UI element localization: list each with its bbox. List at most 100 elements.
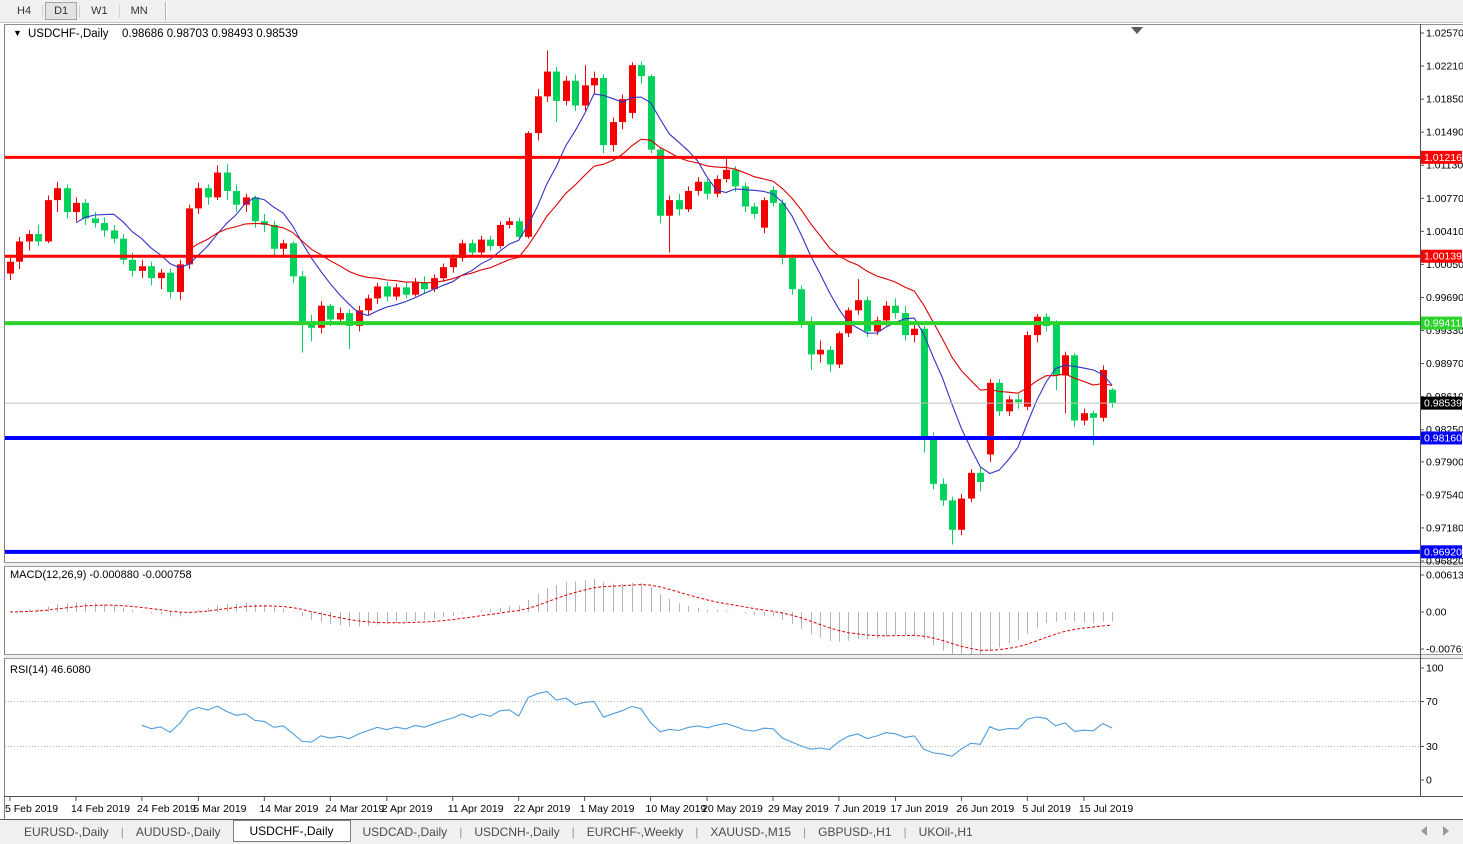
- candle-body: [1053, 325, 1060, 376]
- tab-separator: |: [903, 825, 907, 839]
- candle-body: [497, 224, 504, 247]
- symbol-collapse-icon[interactable]: ▼: [13, 28, 22, 38]
- tabs-scroll-left-button[interactable]: [1421, 823, 1427, 841]
- current-price-tag: [1421, 396, 1462, 410]
- candle-body: [808, 322, 815, 355]
- candle-body: [92, 218, 99, 224]
- candle-body: [591, 77, 598, 86]
- macd-indicator-label: MACD(12,26,9) -0.000880 -0.000758: [10, 569, 192, 581]
- candle-body: [139, 266, 146, 271]
- candle-body: [751, 206, 758, 214]
- candle-body: [111, 230, 118, 239]
- candle-body: [949, 500, 956, 530]
- candle-body: [82, 202, 89, 219]
- candle-body: [817, 349, 824, 355]
- candle-body: [940, 483, 947, 501]
- candle-body: [695, 181, 702, 191]
- candle-body: [987, 382, 994, 455]
- candle-body: [1109, 389, 1116, 404]
- candle-body: [836, 333, 843, 365]
- candle-body: [1015, 399, 1022, 403]
- candle-body: [1034, 316, 1041, 336]
- chart-tab-ukoil-h1[interactable]: UKOil-,H1: [918, 825, 973, 839]
- candle-body: [1090, 413, 1097, 418]
- candle-body: [1006, 399, 1013, 412]
- scroll-right-icon: [1443, 826, 1449, 836]
- ma-slow-line[interactable]: [188, 138, 1113, 394]
- price-axis-label: 1.02570: [1426, 28, 1463, 40]
- date-axis-label: 7 Jun 2019: [834, 803, 886, 815]
- candle-body: [544, 71, 551, 97]
- candle-body: [676, 200, 683, 210]
- candle-body: [393, 287, 400, 297]
- candle-body: [177, 264, 184, 292]
- chart-symbol-label: USDCHF-,Daily: [28, 28, 109, 40]
- timeframe-button-d1[interactable]: D1: [45, 2, 78, 20]
- timeframe-button-w1[interactable]: W1: [91, 5, 108, 17]
- chart-tab-usdcnh-daily[interactable]: USDCNH-,Daily: [474, 825, 560, 839]
- date-axis-label: 5 Jul 2019: [1022, 803, 1071, 815]
- time-axis-area[interactable]: [5, 796, 1420, 819]
- rsi-axis-label: 0: [1426, 775, 1432, 787]
- candle-body: [657, 149, 664, 216]
- chart-tab-audusd-daily[interactable]: AUDUSD-,Daily: [135, 825, 221, 839]
- chart-tab-xauusd-m15[interactable]: XAUUSD-,M15: [710, 825, 792, 839]
- toolbar-separator: [42, 4, 44, 18]
- candle-body: [619, 99, 626, 123]
- chart-window[interactable]: 1.025701.022101.018501.014901.011301.007…: [0, 0, 1463, 819]
- candle-body: [1100, 370, 1107, 418]
- candle-body: [26, 234, 33, 242]
- chart-shift-marker-icon[interactable]: [1131, 27, 1143, 34]
- date-axis-label: 5 Mar 2019: [193, 803, 246, 815]
- macd-axis-label: 0.00613: [1426, 570, 1463, 582]
- candle-body: [308, 323, 315, 328]
- price-axis-label: 0.96820: [1426, 556, 1463, 568]
- candle-body: [704, 181, 711, 194]
- date-axis-label: 17 Jun 2019: [890, 803, 948, 815]
- scroll-left-icon: [1421, 826, 1427, 836]
- candle-body: [346, 313, 353, 326]
- toolbar-groove: [164, 1, 167, 21]
- candle-body: [582, 85, 589, 106]
- date-axis-label: 29 May 2019: [768, 803, 829, 815]
- price-axis-area[interactable]: [1420, 24, 1463, 796]
- candle-body: [459, 243, 466, 258]
- date-axis-label: 5 Feb 2019: [5, 803, 58, 815]
- candle-body: [233, 190, 240, 205]
- candle-body: [535, 96, 542, 134]
- candle-body: [35, 234, 42, 242]
- candle-body: [732, 169, 739, 187]
- timeframe-button-mn[interactable]: MN: [130, 5, 148, 17]
- rsi-indicator-label: RSI(14) 46.6080: [10, 664, 91, 676]
- hline-price-tag-text: 1.01216: [1424, 152, 1462, 164]
- candle-body: [883, 305, 890, 321]
- hline-price-tag-text: 1.00139: [1424, 251, 1462, 263]
- candle-body: [403, 287, 410, 295]
- hline-price-tag: [1421, 316, 1462, 330]
- chart-tab-eurchf-weekly[interactable]: EURCHF-,Weekly: [586, 825, 684, 839]
- candle-body: [600, 77, 607, 146]
- candle-body: [252, 197, 259, 222]
- candle-body: [714, 179, 721, 194]
- tab-separator: |: [695, 825, 699, 839]
- chart-tab-eurusd-daily[interactable]: EURUSD-,Daily: [24, 825, 109, 839]
- tabs-scroll-right-button[interactable]: [1443, 823, 1449, 841]
- panel-splitter[interactable]: [4, 562, 1463, 566]
- ma-fast-line[interactable]: [75, 93, 1113, 475]
- candle-body: [761, 200, 768, 228]
- candle-body: [148, 266, 155, 279]
- chart-tab-usdchf-daily[interactable]: USDCHF-,Daily: [232, 820, 351, 842]
- candle-body: [723, 169, 730, 180]
- date-axis-label: 24 Mar 2019: [325, 803, 384, 815]
- date-axis-label: 15 Jul 2019: [1079, 803, 1133, 815]
- price-axis-label: 1.00410: [1426, 226, 1463, 238]
- price-axis-label: 1.00770: [1426, 193, 1463, 205]
- timeframe-button-h4[interactable]: H4: [17, 5, 32, 17]
- candle-body: [638, 65, 645, 77]
- candle-body: [195, 188, 202, 209]
- panel-splitter[interactable]: [4, 654, 1463, 658]
- candle-body: [421, 282, 428, 290]
- main-plot-area[interactable]: [5, 25, 1420, 562]
- chart-tab-gbpusd-h1[interactable]: GBPUSD-,H1: [818, 825, 892, 839]
- chart-tab-usdcad-daily[interactable]: USDCAD-,Daily: [362, 825, 448, 839]
